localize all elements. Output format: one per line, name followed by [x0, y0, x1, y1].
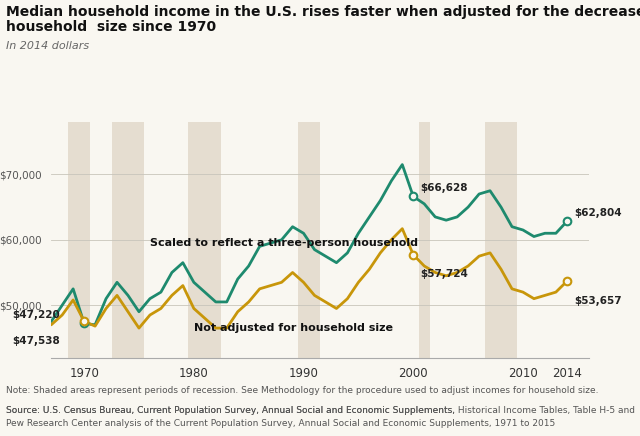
Text: $47,220: $47,220 [12, 310, 60, 320]
Bar [188, 122, 199, 358]
Bar [199, 122, 221, 358]
Text: $47,538: $47,538 [12, 336, 60, 346]
Bar [484, 122, 518, 358]
Bar [111, 122, 145, 358]
Text: $62,804: $62,804 [574, 208, 621, 218]
Text: In 2014 dollars: In 2014 dollars [6, 41, 90, 51]
Text: $66,628: $66,628 [420, 183, 468, 193]
Text: household  size since 1970: household size since 1970 [6, 20, 216, 34]
Bar [419, 122, 429, 358]
Bar [298, 122, 320, 358]
Text: $53,657: $53,657 [574, 296, 621, 306]
Bar [68, 122, 90, 358]
Text: $57,724: $57,724 [420, 269, 468, 279]
Text: Not adjusted for household size: Not adjusted for household size [194, 323, 393, 333]
Text: Source: U.S. Census Bureau, Current Population Survey, Annual Social and Economi: Source: U.S. Census Bureau, Current Popu… [6, 406, 636, 416]
Text: Source: U.S. Census Bureau, Current Population Survey, Annual Social and Economi: Source: U.S. Census Bureau, Current Popu… [6, 406, 458, 416]
Text: Note: Shaded areas represent periods of recession. See Methodology for the proce: Note: Shaded areas represent periods of … [6, 386, 599, 395]
Text: Scaled to reflect a three-person household: Scaled to reflect a three-person househo… [150, 238, 418, 248]
Text: Median household income in the U.S. rises faster when adjusted for the decrease : Median household income in the U.S. rise… [6, 5, 640, 19]
Text: Pew Research Center analysis of the Current Population Survey, Annual Social and: Pew Research Center analysis of the Curr… [6, 419, 556, 428]
